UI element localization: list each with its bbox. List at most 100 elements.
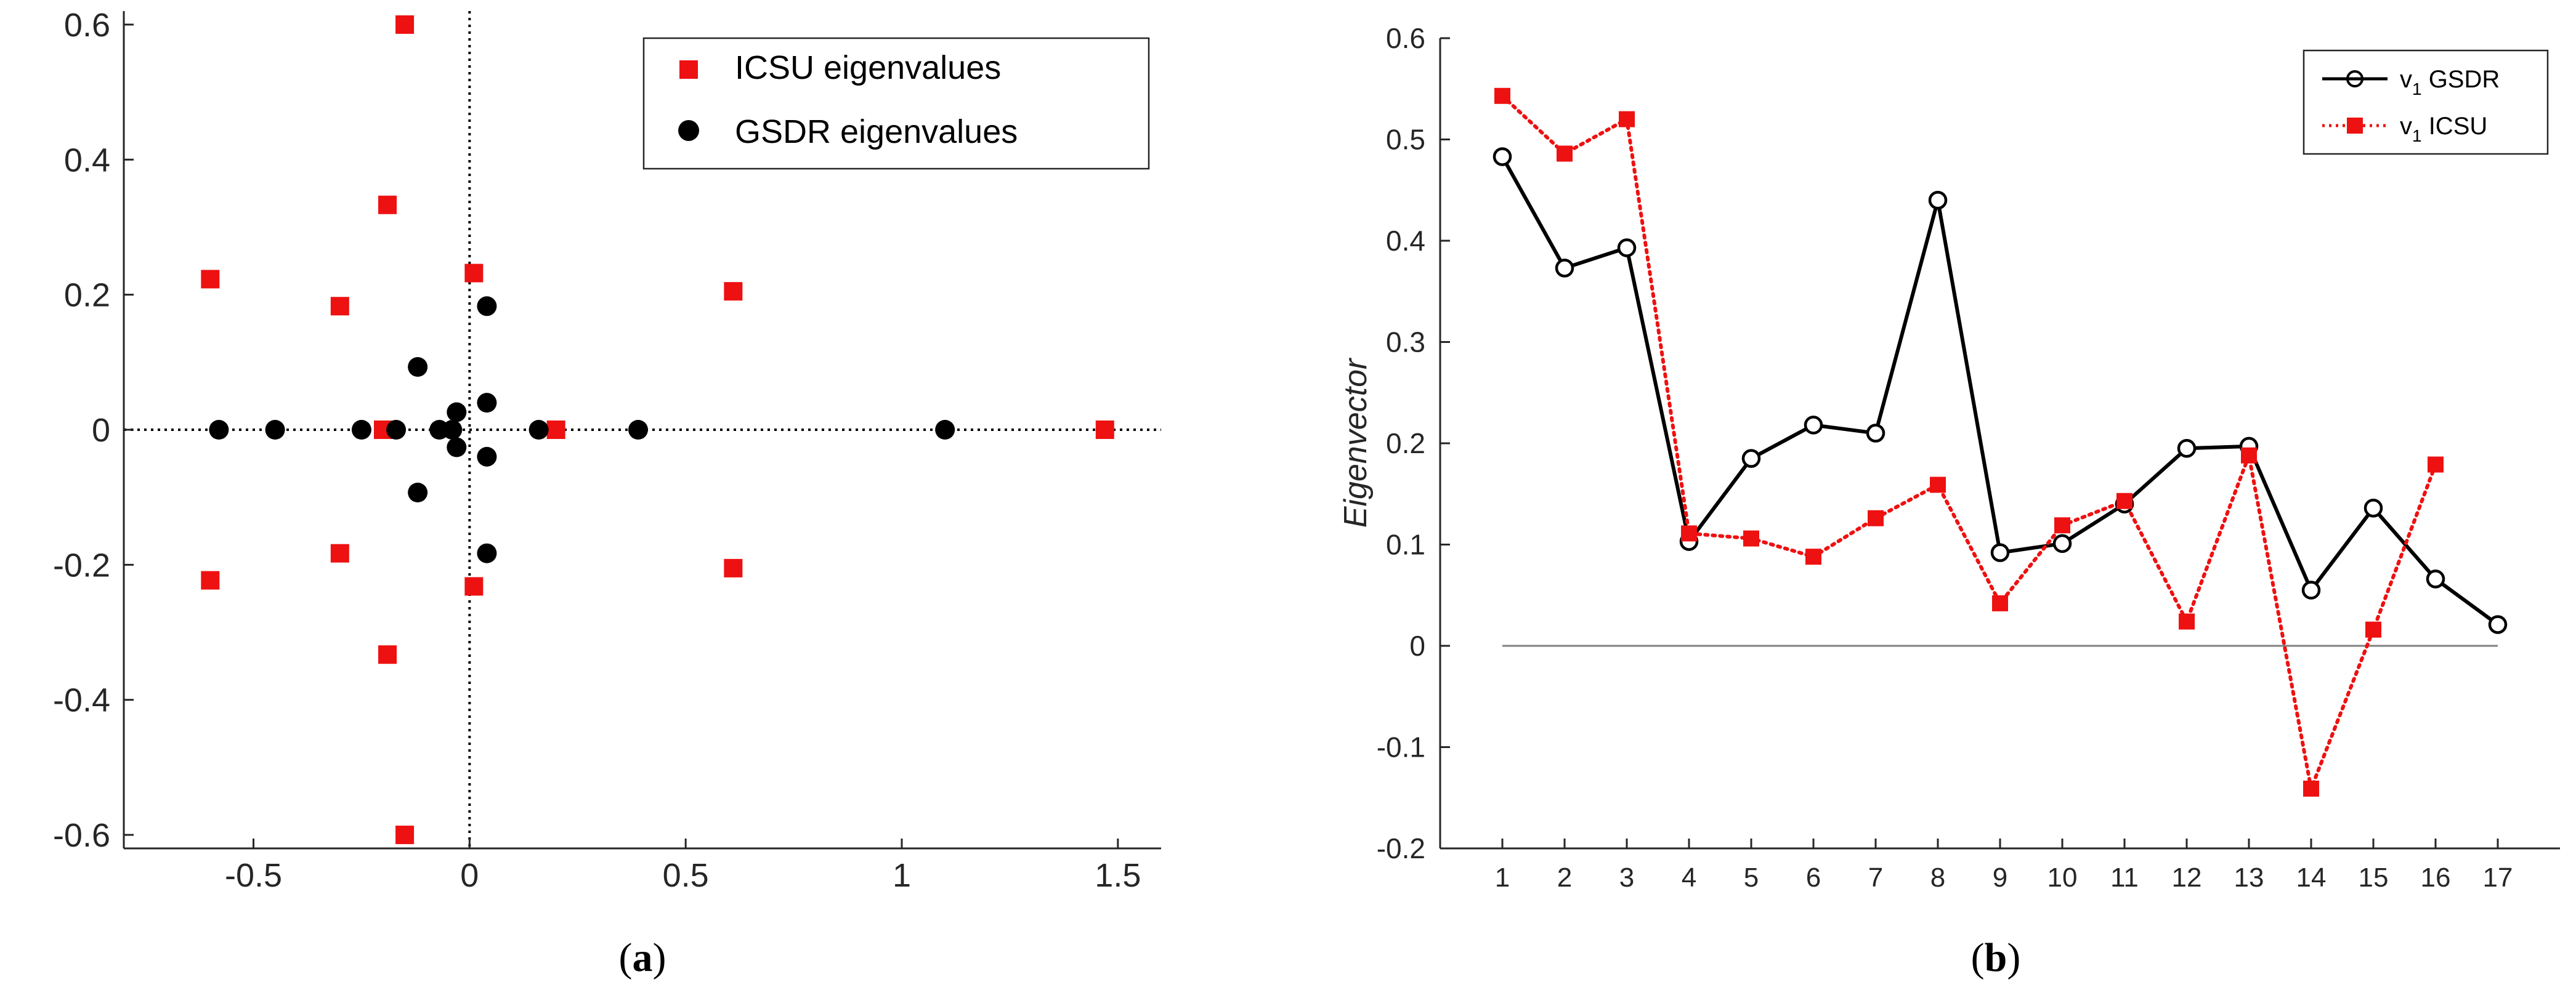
gsdr-eigenvalue-point	[477, 543, 497, 563]
panel-a-x-tick-label: 1	[893, 857, 911, 894]
gsdr-eigenvector-point	[1866, 424, 1885, 443]
panel-a-y-ticks: -0.6 -0.4 -0.2 0 0.2 0.4 0.6	[53, 7, 134, 854]
panel-b-x-tick-label: 11	[2110, 863, 2139, 893]
gsdr-eigenvector-point	[2177, 438, 2197, 458]
gsdr-eigenvalue-point	[477, 393, 497, 413]
icsu-eigenvector-point	[2054, 517, 2070, 534]
gsdr-eigenvector-point	[1928, 190, 1948, 210]
icsu-eigenvalue-point	[464, 577, 484, 596]
icsu-eigenvector-point	[1992, 595, 2008, 611]
panel-b-y-tick-label: 0.1	[1386, 529, 1425, 561]
icsu-eigenvector-point	[1805, 549, 1821, 565]
panel-a-scatter: -0.5 0 0.5 1 1.5 -0.6 -0.4 -0.2 0 0.2 0.4 0.6 ICSU…	[53, 7, 1161, 980]
icsu-eigenvector-point	[1619, 111, 1635, 127]
panel-b-y-tick-label: 0.3	[1386, 326, 1425, 358]
icsu-eigenvector-line	[1501, 94, 2437, 791]
panel-b-legend-box	[2303, 49, 2549, 155]
panel-b-x-tick-label: 8	[1930, 863, 1945, 893]
panel-b-x-tick-label: 1	[1495, 863, 1510, 893]
gsdr-eigenvector-point	[1990, 543, 2010, 562]
icsu-eigenvalue-point	[201, 270, 220, 289]
panel-b-marks	[1493, 87, 2508, 797]
gsdr-eigenvalue-point	[628, 420, 648, 440]
gsdr-eigenvalue-point	[529, 420, 549, 440]
legend-v1-icsu-label: v1 ICSU	[2400, 113, 2487, 145]
panel-b-line-chart: 1 2 3 4 5 6 7 8 9 10 11 12 13 14 15 16 17 -0.2-0.100.10.…	[1338, 22, 2560, 980]
panel-b-x-tick-label: 16	[2421, 863, 2451, 893]
legend-gsdr-circle-marker	[2346, 70, 2363, 87]
panel-a-y-tick-label: 0.6	[64, 7, 110, 44]
gsdr-eigenvalue-point	[265, 420, 285, 440]
caption-b: (b)	[1971, 935, 2021, 980]
icsu-eigenvalue-point	[724, 282, 743, 301]
gsdr-eigenvalue-point	[408, 357, 428, 377]
gsdr-eigenvector-point	[2363, 499, 2383, 518]
icsu-eigenvalue-point	[330, 544, 349, 563]
panel-b-x-tick-label: 5	[1744, 863, 1759, 893]
icsu-eigenvector-point	[1743, 530, 1759, 547]
icsu-eigenvector-point	[2365, 621, 2381, 638]
panel-a-y-tick-label: 0	[92, 412, 110, 449]
gsdr-eigenvalue-point	[447, 437, 467, 457]
panel-b-y-tick-label: 0.4	[1386, 225, 1425, 257]
panel-a-y-tick-label: -0.6	[53, 817, 110, 854]
gsdr-eigenvalue-point	[477, 446, 497, 467]
icsu-eigenvalue-point	[1095, 421, 1114, 439]
panel-b-x-tick-label: 14	[2296, 863, 2327, 893]
gsdr-eigenvector-point	[2426, 569, 2445, 589]
panel-b-x-ticks: 1 2 3 4 5 6 7 8 9 10 11 12 13 14 15 16 17	[1495, 839, 2513, 893]
icsu-eigenvector-point	[2303, 780, 2319, 797]
panel-b-plot-area	[1440, 38, 2560, 848]
panel-a-x-ticks: -0.5 0 0.5 1 1.5	[225, 839, 1141, 894]
legend-icsu-square-marker	[2347, 118, 2363, 134]
icsu-eigenvector-point	[1557, 145, 1573, 162]
icsu-eigenvalue-point	[330, 297, 349, 316]
icsu-eigenvalue-point	[546, 421, 565, 439]
icsu-eigenvalue-point	[201, 571, 220, 590]
panel-b-y-axis-label: Eigenvector	[1338, 357, 1374, 528]
gsdr-eigenvector-point	[1493, 147, 1512, 166]
icsu-eigenvector-point	[1868, 510, 1884, 526]
panel-a-x-tick-label: 0.5	[663, 857, 709, 894]
icsu-eigenvalue-point	[395, 826, 415, 845]
panel-b-y-tick-label: 0.5	[1386, 124, 1425, 156]
icsu-eigenvalue-point	[378, 645, 397, 664]
gsdr-eigenvalue-point	[477, 296, 497, 316]
gsdr-eigenvector-point	[2488, 615, 2508, 634]
gsdr-eigenvalue-point	[351, 420, 371, 440]
gsdr-eigenvector-point	[1617, 238, 1637, 257]
legend-icsu-label: ICSU eigenvalues	[735, 49, 1001, 86]
icsu-eigenvalue-point	[464, 264, 484, 283]
panel-a-legend: ICSU eigenvalues GSDR eigenvalues	[642, 37, 1150, 170]
icsu-eigenvector-point	[2179, 613, 2195, 630]
panel-a-legend-box	[642, 37, 1150, 170]
icsu-eigenvector-point	[1681, 525, 1697, 542]
panel-b-x-tick-label: 9	[1993, 863, 2007, 893]
panel-a-y-tick-label: 0.2	[64, 277, 110, 314]
panel-b-legend: v1 GSDR v1 ICSU	[2303, 49, 2549, 155]
panel-a-marks	[201, 15, 1114, 845]
panel-a-y-tick-label: 0.4	[64, 142, 110, 179]
legend-v1-gsdr-label: v1 GSDR	[2400, 66, 2500, 99]
panel-b-x-tick-label: 6	[1806, 863, 1821, 893]
caption-a: (a)	[619, 935, 666, 980]
legend-icsu-marker	[679, 60, 698, 79]
icsu-eigenvector-point	[2241, 447, 2257, 464]
panel-b-y-tick-label: -0.1	[1377, 731, 1425, 763]
gsdr-eigenvector-point	[1741, 449, 1761, 468]
gsdr-eigenvalue-point	[386, 420, 407, 440]
panel-b-x-tick-label: 2	[1557, 863, 1572, 893]
panel-b-x-tick-label: 4	[1682, 863, 1696, 893]
gsdr-eigenvector-point	[1555, 259, 1574, 278]
panel-b-x-tick-label: 3	[1619, 863, 1634, 893]
icsu-eigenvalue-point	[395, 15, 415, 34]
panel-b-y-tick-label: 0.2	[1386, 427, 1425, 459]
gsdr-eigenvalue-point	[408, 483, 428, 502]
panel-a-y-tick-label: -0.2	[53, 547, 110, 584]
panel-b-y-tick-label: 0	[1409, 630, 1425, 662]
icsu-eigenvalue-point	[724, 558, 743, 577]
icsu-eigenvector-point	[2116, 493, 2132, 509]
panel-b-x-tick-label: 13	[2234, 863, 2264, 893]
icsu-eigenvalue-point	[378, 195, 397, 214]
